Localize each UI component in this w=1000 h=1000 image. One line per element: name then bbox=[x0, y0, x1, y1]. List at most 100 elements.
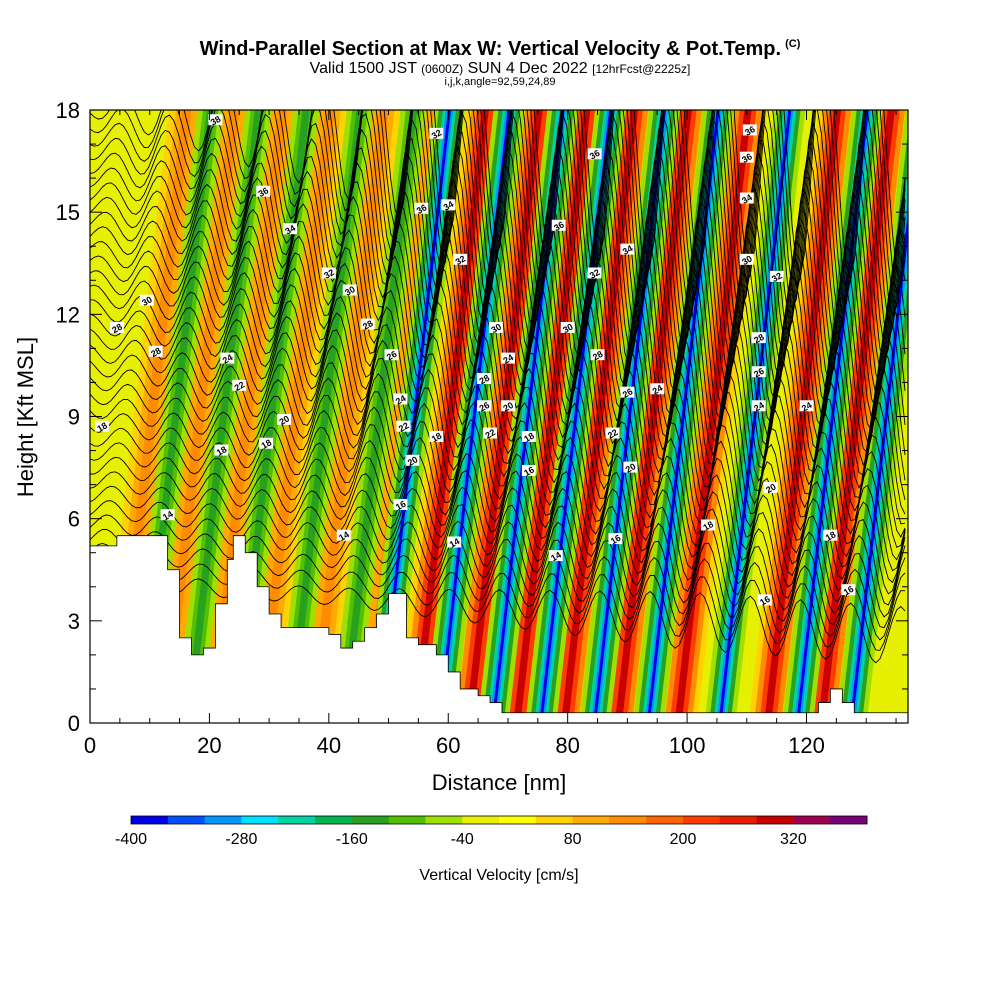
contour-label-text: 30 bbox=[740, 253, 754, 267]
contour-label-text: 32 bbox=[322, 267, 336, 281]
isentrope-line bbox=[90, 110, 906, 306]
contour-label-bg bbox=[148, 345, 163, 357]
contour-label-text: 36 bbox=[257, 185, 271, 199]
contour-label-bg bbox=[208, 114, 223, 126]
contour-label-text: 18 bbox=[701, 519, 715, 533]
subtitle-date: SUN 4 Dec 2022 bbox=[467, 60, 588, 77]
contour-label-text: 16 bbox=[758, 594, 772, 608]
contour-label: 24 bbox=[393, 393, 408, 407]
y-tick-label: 12 bbox=[56, 302, 80, 327]
contour-label-bg bbox=[429, 430, 444, 442]
contour-label: 36 bbox=[742, 124, 757, 138]
colorbar-swatch bbox=[425, 816, 463, 824]
contour-label-text: 22 bbox=[233, 379, 247, 393]
contour-label-bg bbox=[405, 454, 420, 466]
contour-label: 22 bbox=[483, 427, 497, 441]
contour-label-text: 36 bbox=[552, 219, 566, 233]
contour-label-text: 34 bbox=[442, 199, 456, 213]
contour-label-text: 26 bbox=[752, 366, 766, 380]
contour-label-bg bbox=[256, 185, 271, 197]
contour-label-text: 22 bbox=[397, 420, 411, 434]
colorbar-swatch bbox=[535, 816, 574, 824]
contour-label-bg bbox=[277, 413, 292, 425]
contour-label-text: 24 bbox=[752, 400, 766, 414]
contour-label-text: 20 bbox=[406, 454, 420, 468]
contour-label-bg bbox=[384, 349, 399, 361]
contour-label-bg bbox=[739, 192, 754, 204]
contour-label: 16 bbox=[608, 533, 623, 546]
contour-label: 28 bbox=[360, 318, 375, 332]
contour-label-bg bbox=[608, 533, 623, 545]
contour-label-text: 28 bbox=[591, 349, 605, 363]
colorbar-tick-label: -280 bbox=[225, 831, 257, 848]
colorbar-frame bbox=[130, 815, 868, 825]
colorbar-swatch bbox=[609, 816, 647, 824]
contour-label: 24 bbox=[220, 352, 234, 366]
contour-label-text: 28 bbox=[361, 318, 375, 332]
contour-label-text: 18 bbox=[260, 437, 274, 451]
chart-title: Wind-Parallel Section at Max W: Vertical… bbox=[0, 38, 1000, 61]
contour-label-text: 16 bbox=[842, 584, 856, 598]
contour-label-text: 28 bbox=[110, 322, 124, 336]
contour-label-bg bbox=[590, 349, 605, 361]
contour-label-bg bbox=[429, 127, 444, 139]
colorbar-tick-label: 320 bbox=[780, 831, 807, 848]
isentrope-line bbox=[90, 165, 906, 372]
contour-label-bg bbox=[109, 321, 124, 333]
contour-label-text: 34 bbox=[283, 223, 297, 237]
contour-label-bg bbox=[489, 321, 504, 333]
x-tick-label: 20 bbox=[197, 733, 221, 758]
contour-label-text: 14 bbox=[448, 536, 462, 550]
contour-label-bg bbox=[751, 332, 766, 344]
y-tick-label: 6 bbox=[68, 507, 80, 532]
x-tick-label: 120 bbox=[788, 733, 825, 758]
contour-label-text: 34 bbox=[740, 192, 754, 206]
contour-label: 18 bbox=[700, 519, 715, 533]
colorbar-swatch bbox=[572, 816, 610, 824]
contour-label: 36 bbox=[587, 148, 602, 162]
contour-label: 28 bbox=[109, 321, 124, 336]
colorbar-swatch bbox=[462, 816, 500, 824]
y-tick-label: 0 bbox=[68, 711, 80, 736]
contour-label-bg bbox=[521, 430, 536, 442]
contour-label: 16 bbox=[757, 594, 772, 608]
contour-label-bg bbox=[587, 148, 602, 160]
chart-subtitle-indices: i,j,k,angle=92,59,24,89 bbox=[444, 76, 556, 88]
downdraft-band bbox=[286, 110, 364, 723]
colorbar-swatch bbox=[204, 816, 242, 824]
x-axis-label: Distance [nm] bbox=[432, 770, 567, 795]
contour-label: 32 bbox=[769, 270, 784, 284]
contour-label-bg bbox=[560, 321, 575, 333]
contour-label-text: 34 bbox=[621, 243, 635, 257]
contour-label: 20 bbox=[763, 482, 778, 495]
contour-label: 14 bbox=[447, 536, 461, 550]
contour-label: 36 bbox=[256, 185, 270, 199]
contour-label-bg bbox=[700, 519, 715, 531]
contour-label-bg bbox=[551, 219, 566, 231]
plot-area: 3836343230302828282624222422201818181820… bbox=[90, 110, 908, 723]
contour-label-bg bbox=[620, 386, 635, 398]
contour-label: 24 bbox=[500, 352, 515, 366]
contour-label-bg bbox=[799, 400, 814, 412]
contour-label-bg bbox=[548, 550, 563, 562]
contour-label: 26 bbox=[477, 400, 491, 414]
contour-label-bg bbox=[160, 509, 175, 521]
downdraft-band bbox=[847, 193, 908, 723]
colorbar-swatch bbox=[351, 816, 390, 824]
isentrope-line bbox=[90, 543, 906, 641]
colorbar-swatch bbox=[241, 816, 279, 824]
contour-label-bg bbox=[841, 584, 856, 596]
contour-label-bg bbox=[447, 536, 462, 548]
updraft-band bbox=[309, 110, 389, 723]
isentrope-line bbox=[90, 111, 906, 341]
isentrope-line bbox=[90, 557, 906, 651]
colorbar-swatch bbox=[756, 816, 794, 824]
contour-label: 22 bbox=[605, 427, 620, 441]
isentrope-line bbox=[90, 131, 906, 349]
contour-label-bg bbox=[500, 400, 515, 412]
x-tick-label: 60 bbox=[436, 733, 460, 758]
contour-label: 16 bbox=[393, 499, 408, 512]
y-axis-label: Height [Kft MSL] bbox=[13, 337, 38, 497]
contour-label-text: 20 bbox=[277, 414, 291, 428]
isentrope-line bbox=[90, 145, 906, 364]
